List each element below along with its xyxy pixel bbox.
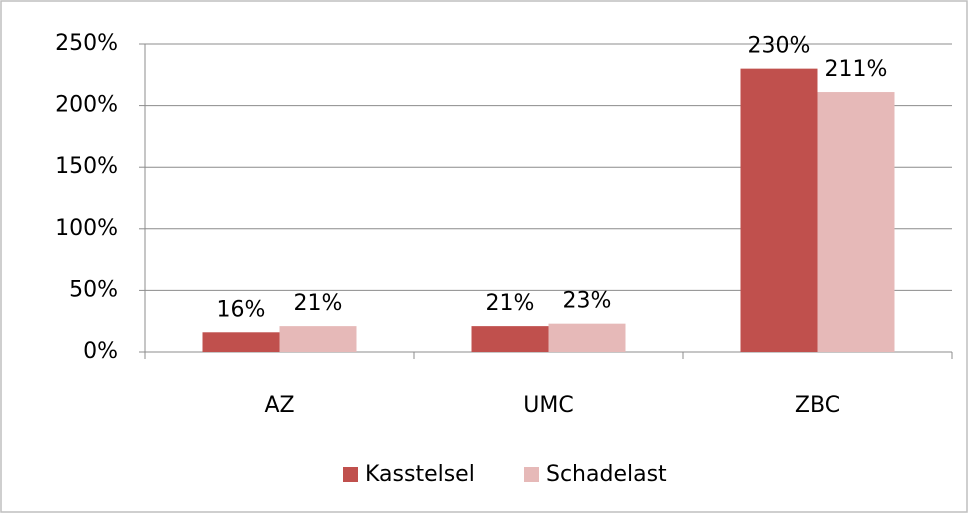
bar (817, 92, 895, 352)
x-tick-label: UMC (523, 393, 573, 418)
data-label: 230% (748, 34, 811, 59)
data-label: 21% (486, 291, 535, 316)
y-tick-label: 0% (83, 339, 118, 364)
legend-label: Schadelast (546, 462, 667, 487)
y-tick-label: 50% (69, 277, 118, 302)
y-tick-label: 100% (55, 216, 118, 241)
legend-swatch (343, 467, 358, 482)
bar (548, 323, 626, 352)
y-tick-label: 150% (55, 154, 118, 179)
data-label: 16% (217, 297, 266, 322)
x-tick-label: ZBC (795, 393, 840, 418)
bar (202, 332, 280, 352)
x-tick-label: AZ (264, 393, 294, 418)
bar (471, 326, 549, 352)
bar (740, 68, 818, 352)
data-label: 211% (825, 57, 888, 82)
y-tick-label: 200% (55, 93, 118, 118)
data-label: 23% (563, 289, 612, 314)
bar (279, 326, 357, 352)
legend-label: Kasstelsel (365, 462, 475, 487)
y-tick-label: 250% (55, 31, 118, 56)
data-label: 21% (294, 291, 343, 316)
legend-swatch (524, 467, 539, 482)
